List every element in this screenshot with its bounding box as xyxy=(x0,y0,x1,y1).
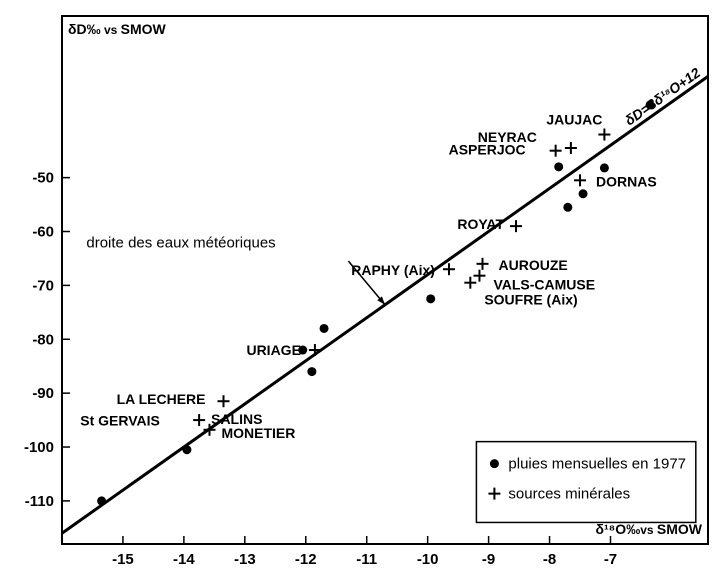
source-label: ROYAT xyxy=(457,216,504,232)
source-label: LA LECHERE xyxy=(117,391,206,407)
extra-label: St GERVAIS xyxy=(80,412,160,428)
x-tick-label: -15 xyxy=(112,551,134,568)
source-point: DORNAS xyxy=(574,173,657,189)
legend-box xyxy=(476,442,695,523)
x-tick-label: -10 xyxy=(417,551,439,568)
y-axis-label: δD‰ vs SMOW xyxy=(68,21,167,37)
y-tick-label: -100 xyxy=(24,439,54,456)
x-tick-label: -12 xyxy=(295,551,317,568)
meteoric-line-annotation: droite des eaux météoriques xyxy=(86,235,275,252)
pluies-point xyxy=(97,496,106,505)
y-tick-label: -50 xyxy=(32,170,54,187)
source-label: URIAGE xyxy=(246,342,300,358)
y-tick-label: -80 xyxy=(32,331,54,348)
pluies-point xyxy=(579,189,588,198)
y-tick-label: -110 xyxy=(25,493,54,510)
legend-pluies: pluies mensuelles en 1977 xyxy=(508,456,686,473)
legend-sources: sources minérales xyxy=(508,486,630,503)
x-axis-label: δ¹⁸O‰vs SMOW xyxy=(596,521,703,537)
source-label: SOUFRE (Aix) xyxy=(484,292,577,308)
x-tick-label: -13 xyxy=(234,551,256,568)
source-label: DORNAS xyxy=(596,173,657,189)
pluies-point xyxy=(182,445,191,454)
y-tick-label: -60 xyxy=(32,224,54,241)
source-point: VALS-CAMUSE xyxy=(473,270,595,293)
pluies-point xyxy=(320,324,329,333)
legend-marker-circle xyxy=(490,459,499,468)
pluies-point xyxy=(646,100,655,109)
x-tick-label: -14 xyxy=(173,551,195,568)
x-tick-label: -11 xyxy=(356,551,377,568)
source-label: AUROUZE xyxy=(499,257,568,273)
source-point: AUROUZE xyxy=(477,257,568,273)
source-label: RAPHY (Aix) xyxy=(351,262,435,278)
pluies-point xyxy=(600,163,609,172)
x-tick-label: -8 xyxy=(543,551,556,568)
source-point: LA LECHERE xyxy=(117,391,230,407)
source-label: JAUJAC xyxy=(546,112,602,128)
source-label: VALS-CAMUSE xyxy=(493,277,595,293)
pluies-point xyxy=(426,294,435,303)
y-tick-label: -70 xyxy=(32,277,54,294)
line-equation-label: δD=8δ¹⁸O+12 xyxy=(622,64,703,128)
y-tick-label: -90 xyxy=(32,385,54,402)
scatter-chart: -15 -14 -13 -12 -11 -10 -9 -8 -7 -110 -100 -90 -80 -7… xyxy=(0,0,724,584)
x-tick-label: -9 xyxy=(482,551,495,568)
source-point: JAUJAC xyxy=(546,112,610,141)
pluies-point xyxy=(554,162,563,171)
source-label: SALINS xyxy=(211,411,262,427)
x-tick-label: -7 xyxy=(604,551,617,568)
source-label: MONETIER xyxy=(221,425,295,441)
source-label: NEYRAC xyxy=(478,129,537,145)
pluies-point xyxy=(307,367,316,376)
source-point: SALINS xyxy=(193,411,262,427)
source-point: URIAGE xyxy=(246,342,320,358)
source-point: ROYAT xyxy=(457,216,522,232)
pluies-point xyxy=(563,203,572,212)
